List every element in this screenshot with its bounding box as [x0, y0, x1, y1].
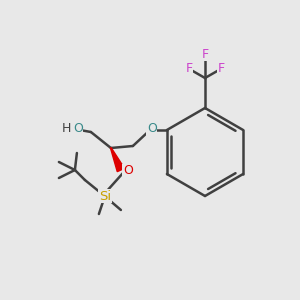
Polygon shape: [110, 148, 124, 172]
Text: F: F: [201, 47, 208, 61]
Text: F: F: [185, 62, 193, 76]
Text: O: O: [123, 164, 133, 178]
Text: Si: Si: [99, 190, 111, 202]
Text: O: O: [73, 122, 83, 136]
Text: H: H: [62, 122, 72, 136]
Text: F: F: [218, 62, 225, 76]
Text: O: O: [147, 122, 157, 136]
